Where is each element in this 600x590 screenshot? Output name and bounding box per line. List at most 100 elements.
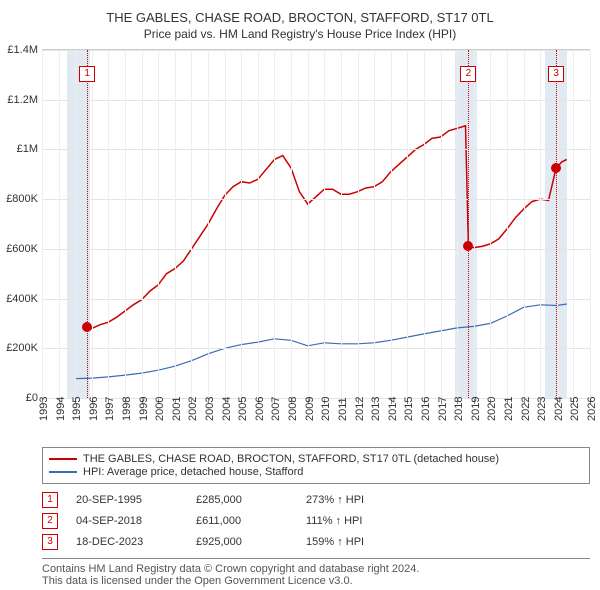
x-tick-label: 2022 [520, 397, 532, 421]
gridline-v [274, 50, 275, 398]
table-row: 204-SEP-2018£611,000111% ↑ HPI [42, 513, 590, 529]
x-tick-label: 2011 [337, 397, 349, 421]
attribution-line-2: This data is licensed under the Open Gov… [42, 575, 590, 587]
chart-plot-area: £0£200K£400K£600K£800K£1M£1.2M£1.4M 123 [42, 49, 590, 399]
table-marker: 3 [42, 534, 58, 550]
x-tick-label: 2021 [503, 397, 515, 421]
gridline-v [540, 50, 541, 398]
x-tick-label: 2006 [254, 397, 266, 421]
gridline-v [374, 50, 375, 398]
y-tick-label: £400K [6, 293, 38, 305]
gridline-v [42, 50, 43, 398]
x-tick-label: 2026 [586, 397, 598, 421]
x-tick-label: 2020 [486, 397, 498, 421]
x-tick-label: 2016 [420, 397, 432, 421]
sales-table: 120-SEP-1995£285,000273% ↑ HPI 2 04-SEP-20… [42, 492, 590, 550]
gridline-v [524, 50, 525, 398]
marker-guideline [556, 50, 557, 398]
gridline-v [291, 50, 292, 398]
gridline-v [175, 50, 176, 398]
x-tick-label: 2025 [569, 397, 581, 421]
x-tick-label: 2017 [437, 397, 449, 421]
legend-swatch [49, 471, 77, 473]
table-price: £285,000 [196, 494, 306, 506]
x-tick-label: 2015 [403, 397, 415, 421]
sale-dot [551, 163, 561, 173]
gridline-v [258, 50, 259, 398]
marker-guideline [468, 50, 469, 398]
gridline-v [308, 50, 309, 398]
gridline-v [59, 50, 60, 398]
table-pct: 273% ↑ HPI [306, 494, 590, 506]
x-tick-label: 2000 [154, 397, 166, 421]
x-tick-label: 1998 [121, 397, 133, 421]
sale-dot [82, 322, 92, 332]
x-tick-label: 2024 [553, 397, 565, 421]
table-date: 18-DEC-2023 [76, 536, 196, 548]
x-tick-label: 2003 [204, 397, 216, 421]
y-axis: £0£200K£400K£600K£800K£1M£1.2M£1.4M [0, 50, 42, 398]
chart-title-2: Price paid vs. HM Land Registry's House … [0, 27, 600, 41]
legend-label: HPI: Average price, detached house, Staf… [83, 466, 303, 478]
sale-dot [463, 241, 473, 251]
table-pct: 159% ↑ HPI [306, 536, 590, 548]
title-block: THE GABLES, CHASE ROAD, BROCTON, STAFFOR… [0, 0, 600, 45]
chart-title-1: THE GABLES, CHASE ROAD, BROCTON, STAFFOR… [0, 10, 600, 25]
x-tick-label: 1997 [104, 397, 116, 421]
x-tick-label: 2012 [354, 397, 366, 421]
x-tick-label: 2013 [370, 397, 382, 421]
x-tick-label: 1996 [88, 397, 100, 421]
gridline-v [474, 50, 475, 398]
x-tick-label: 2008 [287, 397, 299, 421]
y-tick-label: £600K [6, 243, 38, 255]
y-tick-label: £0 [26, 392, 38, 404]
table-price: £925,000 [196, 536, 306, 548]
table-price: £611,000 [196, 515, 306, 527]
gridline-v [142, 50, 143, 398]
gridline-v [92, 50, 93, 398]
gridline-v [590, 50, 591, 398]
legend-label: THE GABLES, CHASE ROAD, BROCTON, STAFFOR… [83, 453, 499, 465]
x-tick-label: 2001 [171, 397, 183, 421]
legend-row: HPI: Average price, detached house, Staf… [49, 466, 583, 478]
x-tick-label: 1993 [38, 397, 50, 421]
gridline-v [108, 50, 109, 398]
gridline-v [441, 50, 442, 398]
table-date: 04-SEP-2018 [76, 515, 196, 527]
chart-marker: 3 [548, 66, 564, 82]
gridline-v [407, 50, 408, 398]
series-hpi [75, 304, 567, 379]
gridline-v [225, 50, 226, 398]
gridline-v [358, 50, 359, 398]
x-axis: 1993199419951996199719981999200020012002… [42, 399, 590, 441]
table-marker: 1 [42, 492, 58, 508]
y-tick-label: £1M [17, 143, 38, 155]
gridline-v [457, 50, 458, 398]
x-tick-label: 2009 [304, 397, 316, 421]
x-tick-label: 2010 [320, 397, 332, 421]
gridline-v [208, 50, 209, 398]
x-tick-label: 1995 [71, 397, 83, 421]
attribution: Contains HM Land Registry data © Crown c… [42, 558, 590, 587]
table-row: 120-SEP-1995£285,000273% ↑ HPI [42, 492, 590, 508]
gridline-v [490, 50, 491, 398]
gridline-v [75, 50, 76, 398]
y-tick-label: £200K [6, 342, 38, 354]
marker-guideline [87, 50, 88, 398]
gridline-v [158, 50, 159, 398]
x-tick-label: 2005 [237, 397, 249, 421]
gridline-v [507, 50, 508, 398]
x-tick-label: 1994 [55, 397, 67, 421]
chart-marker: 2 [460, 66, 476, 82]
x-tick-label: 2014 [387, 397, 399, 421]
legend-swatch [49, 458, 77, 460]
x-tick-label: 2019 [470, 397, 482, 421]
x-tick-label: 2007 [270, 397, 282, 421]
gridline-v [324, 50, 325, 398]
gridline-v [241, 50, 242, 398]
table-marker: 2 [42, 513, 58, 529]
y-tick-label: £1.4M [7, 44, 38, 56]
x-tick-label: 2002 [187, 397, 199, 421]
x-tick-label: 2018 [453, 397, 465, 421]
chart-marker: 1 [79, 66, 95, 82]
